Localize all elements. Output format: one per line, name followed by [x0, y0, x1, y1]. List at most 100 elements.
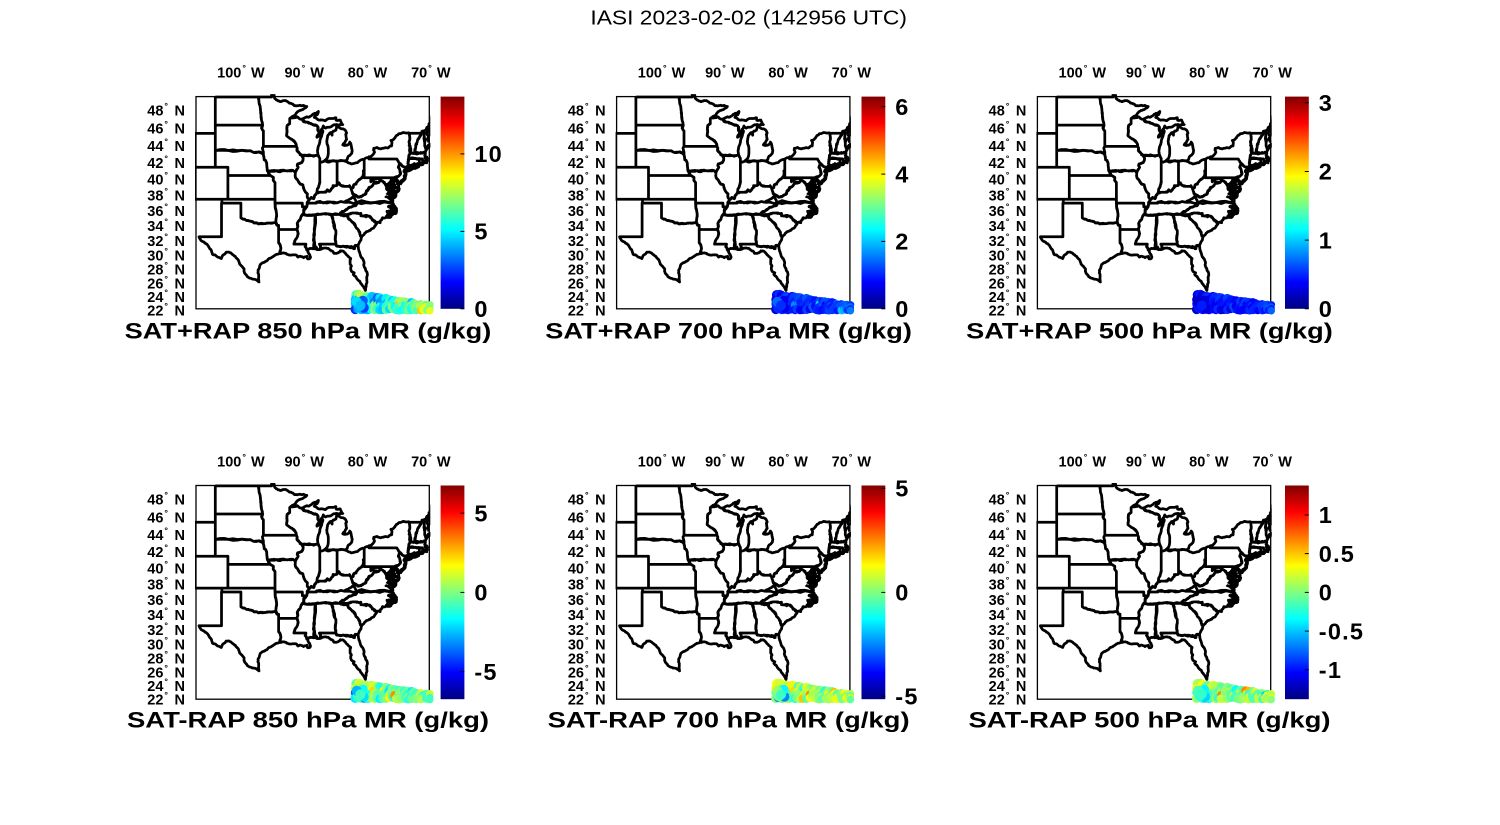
svg-text:90°W: 90° W: [1126, 63, 1166, 82]
svg-text:SAT+RAP 850 hPa MR (g/kg): SAT+RAP 850 hPa MR (g/kg): [125, 319, 492, 344]
svg-text:30°N: 30° N: [989, 246, 1027, 265]
svg-text:0: 0: [474, 296, 488, 322]
svg-text:28°N: 28° N: [147, 260, 185, 279]
svg-text:42°N: 42° N: [568, 154, 606, 173]
svg-text:24°N: 24° N: [568, 677, 606, 696]
svg-text:34°N: 34° N: [568, 217, 606, 236]
svg-text:24°N: 24° N: [147, 677, 185, 696]
svg-text:42°N: 42° N: [147, 154, 185, 173]
svg-text:40°N: 40° N: [147, 170, 185, 189]
svg-text:42°N: 42° N: [989, 543, 1027, 562]
svg-text:5: 5: [474, 500, 488, 526]
svg-text:22°N: 22° N: [568, 690, 606, 709]
svg-text:1: 1: [1319, 227, 1333, 253]
svg-text:38°N: 38° N: [568, 186, 606, 205]
svg-text:SAT+RAP 500 hPa MR (g/kg): SAT+RAP 500 hPa MR (g/kg): [966, 319, 1333, 344]
svg-text:22°N: 22° N: [568, 301, 606, 320]
svg-text:IASI 2023-02-02 (142956 UTC): IASI 2023-02-02 (142956 UTC): [590, 6, 907, 29]
svg-text:90°W: 90° W: [705, 452, 745, 471]
svg-text:3: 3: [1319, 90, 1333, 116]
svg-text:100°W: 100° W: [638, 452, 686, 471]
svg-text:0: 0: [1319, 580, 1333, 606]
svg-text:32°N: 32° N: [568, 620, 606, 639]
svg-text:26°N: 26° N: [147, 274, 185, 293]
svg-text:-1: -1: [1319, 657, 1342, 683]
svg-text:28°N: 28° N: [989, 649, 1027, 668]
svg-text:90°W: 90° W: [284, 63, 324, 82]
svg-text:4: 4: [895, 161, 909, 187]
svg-text:32°N: 32° N: [989, 620, 1027, 639]
svg-text:-0.5: -0.5: [1319, 618, 1364, 644]
svg-text:36°N: 36° N: [989, 590, 1027, 609]
svg-text:38°N: 38° N: [989, 186, 1027, 205]
svg-text:36°N: 36° N: [147, 202, 185, 221]
svg-text:0.5: 0.5: [1319, 541, 1355, 567]
svg-text:70°W: 70° W: [1252, 452, 1292, 471]
svg-text:22°N: 22° N: [989, 690, 1027, 709]
svg-text:24°N: 24° N: [568, 288, 606, 307]
svg-text:38°N: 38° N: [147, 186, 185, 205]
svg-text:44°N: 44° N: [989, 526, 1027, 545]
svg-text:SAT-RAP 850 hPa MR (g/kg): SAT-RAP 850 hPa MR (g/kg): [127, 707, 489, 732]
svg-text:44°N: 44° N: [989, 137, 1027, 156]
svg-text:42°N: 42° N: [568, 543, 606, 562]
svg-text:46°N: 46° N: [147, 508, 185, 527]
svg-text:28°N: 28° N: [147, 649, 185, 668]
svg-text:32°N: 32° N: [989, 231, 1027, 250]
svg-text:46°N: 46° N: [989, 508, 1027, 527]
svg-text:70°W: 70° W: [832, 63, 872, 82]
svg-text:34°N: 34° N: [989, 217, 1027, 236]
svg-text:24°N: 24° N: [147, 288, 185, 307]
svg-text:28°N: 28° N: [989, 260, 1027, 279]
svg-text:SAT+RAP 700 hPa MR (g/kg): SAT+RAP 700 hPa MR (g/kg): [545, 319, 912, 344]
svg-text:32°N: 32° N: [147, 231, 185, 250]
svg-text:70°W: 70° W: [1252, 63, 1292, 82]
svg-text:70°W: 70° W: [411, 452, 451, 471]
svg-text:90°W: 90° W: [705, 63, 745, 82]
svg-text:SAT-RAP 700 hPa MR (g/kg): SAT-RAP 700 hPa MR (g/kg): [548, 707, 910, 732]
svg-text:100°W: 100° W: [1059, 63, 1107, 82]
svg-text:36°N: 36° N: [568, 202, 606, 221]
svg-text:80°W: 80° W: [768, 63, 808, 82]
svg-text:90°W: 90° W: [1126, 452, 1166, 471]
svg-text:34°N: 34° N: [147, 217, 185, 236]
svg-text:1: 1: [1319, 502, 1333, 528]
svg-text:6: 6: [895, 94, 909, 120]
svg-text:0: 0: [474, 580, 488, 606]
svg-text:48°N: 48° N: [989, 101, 1027, 120]
svg-text:26°N: 26° N: [568, 663, 606, 682]
svg-text:48°N: 48° N: [568, 101, 606, 120]
svg-text:30°N: 30° N: [989, 635, 1027, 654]
svg-text:40°N: 40° N: [147, 559, 185, 578]
svg-text:42°N: 42° N: [147, 543, 185, 562]
svg-text:44°N: 44° N: [147, 526, 185, 545]
svg-text:30°N: 30° N: [568, 246, 606, 265]
svg-text:100°W: 100° W: [638, 63, 686, 82]
svg-text:40°N: 40° N: [568, 559, 606, 578]
svg-text:38°N: 38° N: [568, 575, 606, 594]
svg-text:22°N: 22° N: [147, 690, 185, 709]
svg-text:70°W: 70° W: [411, 63, 451, 82]
svg-text:5: 5: [895, 476, 909, 502]
svg-text:2: 2: [1319, 159, 1333, 185]
svg-text:34°N: 34° N: [568, 606, 606, 625]
svg-text:30°N: 30° N: [147, 246, 185, 265]
svg-text:32°N: 32° N: [568, 231, 606, 250]
svg-text:46°N: 46° N: [147, 119, 185, 138]
svg-text:38°N: 38° N: [147, 575, 185, 594]
svg-text:44°N: 44° N: [147, 137, 185, 156]
svg-text:46°N: 46° N: [568, 119, 606, 138]
svg-text:70°W: 70° W: [832, 452, 872, 471]
svg-text:-5: -5: [895, 684, 918, 710]
svg-text:40°N: 40° N: [989, 559, 1027, 578]
svg-text:26°N: 26° N: [989, 663, 1027, 682]
svg-text:90°W: 90° W: [284, 452, 324, 471]
svg-text:30°N: 30° N: [568, 635, 606, 654]
svg-text:2: 2: [895, 229, 909, 255]
svg-text:80°W: 80° W: [768, 452, 808, 471]
svg-text:48°N: 48° N: [147, 101, 185, 120]
svg-text:80°W: 80° W: [1189, 452, 1229, 471]
svg-text:34°N: 34° N: [147, 606, 185, 625]
svg-text:100°W: 100° W: [217, 452, 265, 471]
svg-text:24°N: 24° N: [989, 677, 1027, 696]
